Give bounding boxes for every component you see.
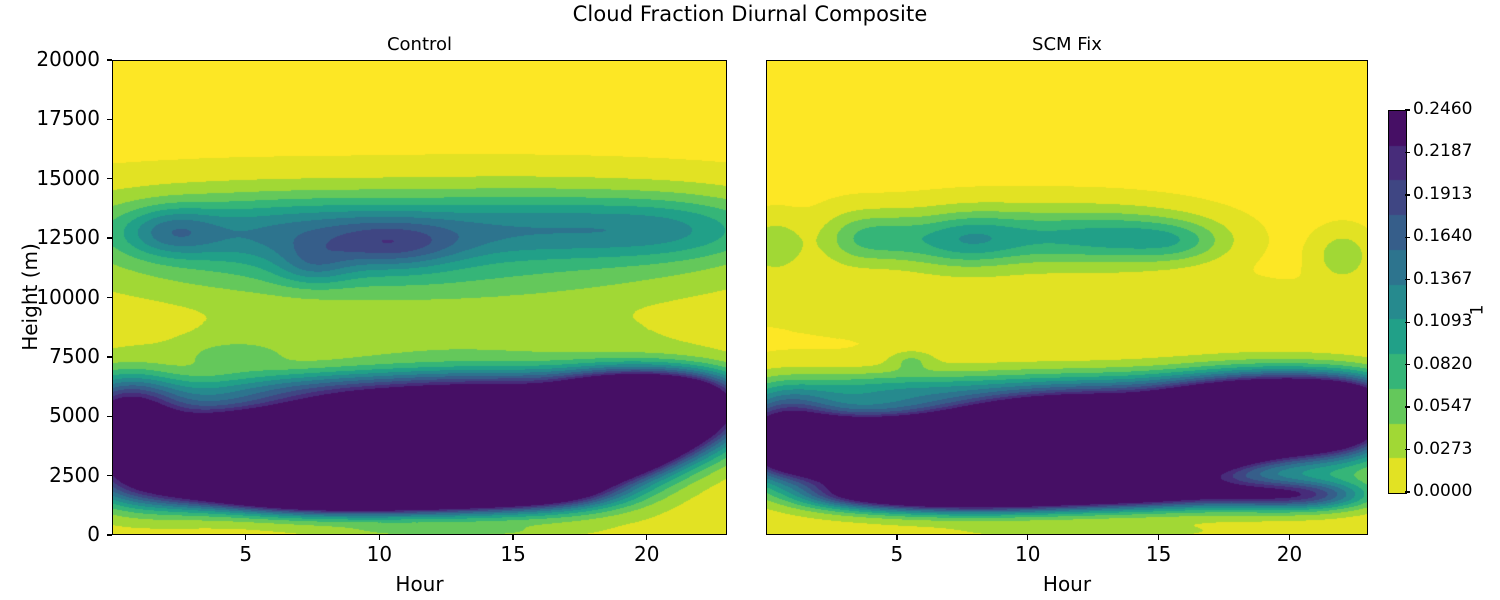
colorbar-tick-mark: [1405, 151, 1410, 154]
colorbar-tick-label: 0.1640: [1413, 226, 1473, 247]
x-axis-label-scm-fix: Hour: [1042, 572, 1092, 596]
colorbar-tick-label: 0.0820: [1413, 353, 1473, 374]
y-tick-mark: [107, 534, 112, 536]
colorbar-tick-mark: [1405, 491, 1410, 493]
x-tick-label: 20: [634, 542, 660, 566]
y-tick-label: 12500: [36, 225, 100, 250]
subplot-title-scm-fix: SCM Fix: [1032, 34, 1102, 55]
colorbar-axis-label: 1: [1467, 304, 1488, 316]
contour-field-control: [113, 61, 726, 534]
colorbar[interactable]: [1388, 110, 1407, 494]
colorbar-gradient: [1388, 110, 1407, 494]
x-tick-label: 20: [1276, 542, 1303, 566]
figure-suptitle: Cloud Fraction Diurnal Composite: [572, 2, 928, 26]
colorbar-tick-mark: [1405, 363, 1410, 366]
y-tick-mark: [107, 118, 112, 121]
colorbar-tick-mark: [1405, 406, 1410, 408]
y-tick-mark: [107, 59, 112, 61]
subplot-title-control: Control: [386, 34, 453, 55]
x-tick-mark: [646, 535, 648, 540]
y-tick-mark: [107, 415, 112, 417]
x-tick-mark: [244, 535, 247, 540]
colorbar-tick-label: 0.1367: [1413, 268, 1473, 289]
y-tick-label: 15000: [36, 165, 100, 190]
y-tick-label: 2500: [49, 462, 100, 487]
colorbar-tick-mark: [1405, 109, 1410, 111]
colorbar-tick-label: 0.2187: [1413, 141, 1473, 162]
colorbar-tick-mark: [1405, 448, 1410, 451]
x-tick-mark: [1157, 535, 1160, 540]
x-tick-mark: [1027, 535, 1029, 540]
y-tick-label: 5000: [49, 403, 100, 428]
colorbar-tick-label: 0.1093: [1413, 311, 1473, 332]
y-tick-label: 7500: [49, 343, 100, 368]
y-tick-mark: [107, 178, 112, 180]
heatmap-panel-control[interactable]: [112, 60, 727, 535]
x-tick-label: 5: [239, 542, 253, 566]
colorbar-tick-label: 0.1913: [1413, 183, 1473, 204]
colorbar-tick-mark: [1405, 236, 1410, 239]
x-tick-label: 15: [1145, 542, 1172, 566]
contour-field-scm-fix: [767, 61, 1367, 534]
colorbar-tick-label: 0.0000: [1413, 481, 1473, 501]
x-axis-label-control: Hour: [395, 572, 444, 596]
y-tick-mark: [107, 474, 112, 477]
x-tick-label: 10: [1015, 542, 1041, 566]
colorbar-tick-label: 0.0547: [1413, 396, 1473, 417]
y-axis-label: Height (m): [18, 242, 42, 351]
colorbar-tick-label: 0.0273: [1413, 438, 1473, 459]
x-tick-mark: [1288, 535, 1291, 540]
colorbar-tick-mark: [1405, 321, 1410, 323]
colorbar-tick-mark: [1405, 194, 1410, 196]
y-tick-label: 20000: [36, 47, 100, 71]
x-tick-mark: [512, 535, 514, 540]
x-tick-mark: [378, 535, 381, 540]
x-tick-label: 5: [890, 542, 904, 566]
x-tick-label: 15: [500, 542, 526, 566]
x-tick-label: 10: [366, 542, 393, 566]
y-tick-label: 10000: [36, 284, 100, 309]
x-tick-mark: [896, 535, 898, 540]
y-tick-label: 0: [87, 522, 100, 546]
y-tick-label: 17500: [36, 106, 100, 131]
y-tick-mark: [107, 356, 112, 358]
heatmap-panel-scm-fix[interactable]: [766, 60, 1368, 535]
colorbar-tick-mark: [1405, 279, 1410, 281]
y-tick-mark: [107, 237, 112, 239]
y-tick-mark: [107, 296, 112, 299]
colorbar-tick-label: 0.2460: [1413, 99, 1473, 119]
